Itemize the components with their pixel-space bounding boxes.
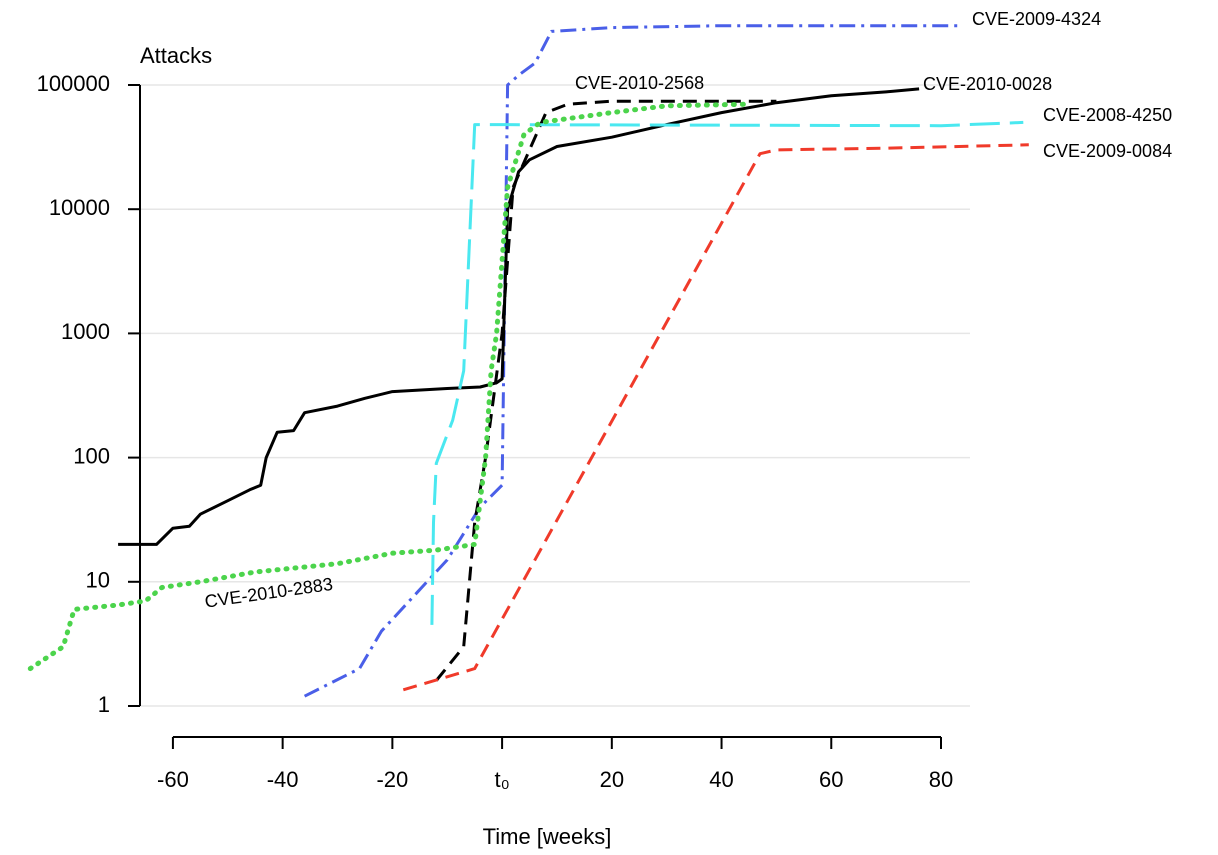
series-line [430, 120, 1024, 625]
y-tick-label: 100000 [37, 71, 110, 96]
x-tick-label: 80 [929, 767, 953, 792]
y-tick-label: 1000 [61, 319, 110, 344]
x-tick-label: -60 [157, 767, 189, 792]
x-tick-label: 60 [819, 767, 843, 792]
x-tick-label: -20 [376, 767, 408, 792]
series-line [27, 101, 752, 672]
series-label: CVE-2009-4324 [972, 9, 1101, 29]
y-tick-label: 100 [73, 443, 110, 468]
x-tick-label: t₀ [494, 767, 509, 792]
series-label: CVE-2008-4250 [1043, 105, 1172, 125]
y-tick-label: 10 [86, 568, 110, 593]
series-line [118, 87, 920, 546]
series-label: CVE-2010-2568 [575, 73, 704, 93]
series-line [435, 99, 777, 682]
y-axis-label: Attacks [140, 43, 212, 68]
series-line [402, 143, 1029, 692]
series-label: CVE-2010-0028 [923, 74, 1052, 94]
y-tick-label: 10000 [49, 195, 110, 220]
series-line [303, 24, 958, 698]
series-label: CVE-2009-0084 [1043, 141, 1172, 161]
x-tick-label: 40 [709, 767, 733, 792]
x-tick-label: -40 [267, 767, 299, 792]
y-tick-label: 1 [98, 692, 110, 717]
x-axis-label: Time [weeks] [483, 824, 612, 849]
x-tick-label: 20 [600, 767, 624, 792]
